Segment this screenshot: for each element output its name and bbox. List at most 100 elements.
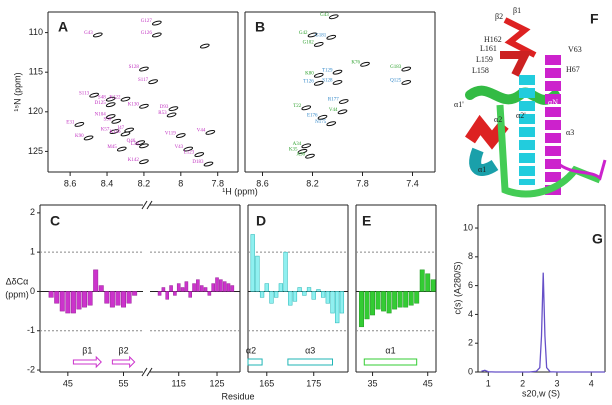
peak-label: G43 [84, 31, 93, 36]
peak [313, 80, 324, 86]
structure-label: α1' [454, 100, 464, 109]
bar [255, 255, 260, 292]
peak [124, 127, 135, 133]
x-tick-label: 7.8 [211, 178, 224, 188]
bar [259, 291, 265, 298]
x-tick-label: 125 [210, 378, 225, 388]
peak [183, 146, 194, 152]
peak-label: G183 [390, 65, 402, 70]
x-tick-label: 55 [119, 378, 129, 388]
x-axis-label: Residue [221, 391, 254, 401]
peak [135, 140, 146, 146]
peak [168, 106, 179, 112]
panel-label: C [50, 213, 60, 229]
peak-label: L123 [184, 151, 195, 156]
peak [328, 14, 339, 20]
distribution-line [481, 272, 605, 373]
bar [121, 291, 126, 308]
ribbon [465, 85, 560, 105]
break-mark [146, 367, 153, 377]
peak [326, 121, 337, 127]
axis-break [141, 200, 153, 377]
strand-arrow [111, 355, 136, 369]
x-tick-label: 35 [368, 378, 378, 388]
peak-label: K90 [75, 134, 84, 139]
bar [54, 291, 60, 304]
bar [297, 287, 302, 292]
peak [301, 105, 312, 111]
structure-label: α3 [566, 128, 574, 137]
peak-label: K116 [110, 130, 121, 135]
bar [87, 291, 93, 306]
bar [316, 289, 321, 292]
peak-label: D125 [95, 101, 107, 106]
peak-label: S128 [129, 65, 140, 70]
peak [194, 152, 205, 158]
peak [332, 80, 343, 85]
bar [320, 291, 326, 298]
bar [203, 287, 208, 292]
bar [408, 291, 414, 306]
ribbon [469, 147, 499, 176]
bar [173, 291, 177, 296]
bar [375, 291, 381, 310]
x-axis-label: s20,w (S) [522, 388, 560, 398]
peak-label: E176 [307, 113, 318, 118]
peak [203, 161, 214, 167]
ribbon [503, 17, 537, 58]
x-tick-label: 115 [172, 378, 186, 388]
y-tick-label: -1 [27, 325, 35, 335]
bar [188, 291, 192, 298]
bar [115, 291, 121, 306]
peak-label: K142 [128, 158, 140, 163]
bar [230, 285, 235, 292]
helix-box [363, 358, 418, 366]
peak-label: K130 [128, 102, 140, 107]
y-tick-label: 120 [28, 106, 43, 116]
y-axis-label: c(s) (A280/S) [452, 261, 462, 314]
bar [104, 291, 110, 304]
peak [307, 32, 318, 38]
structure-label: α2' [516, 111, 526, 120]
peak-label: Q46 [127, 139, 136, 144]
structure-label: H162 [484, 35, 502, 44]
bar [169, 285, 173, 292]
y-tick-label: 0 [30, 286, 35, 296]
peak-label: G181 [315, 33, 327, 38]
peak-label: G127 [141, 19, 153, 24]
peak [139, 103, 149, 109]
peak [83, 135, 94, 141]
x-tick-label: 3 [554, 378, 559, 388]
peak [148, 79, 159, 85]
bar [335, 291, 340, 324]
x-tick-label: 7.4 [406, 178, 419, 188]
peak-label: D93 [160, 105, 169, 110]
peak-label: S128 [322, 79, 333, 84]
peak [120, 96, 131, 102]
bar [430, 279, 436, 292]
bar [283, 251, 288, 292]
peak [401, 80, 412, 85]
bar [311, 291, 316, 300]
bar [76, 291, 82, 310]
x-tick-label: 175 [306, 378, 321, 388]
bar [98, 285, 104, 292]
peak [360, 61, 370, 67]
bar [219, 279, 223, 292]
y-tick-label: 1 [30, 247, 35, 257]
peak [205, 129, 216, 135]
peak [175, 133, 186, 138]
structure-label: αN [548, 98, 558, 107]
y-tick-label: 115 [29, 67, 43, 77]
panel-label: B [255, 19, 265, 35]
peak-label: A34 [293, 142, 302, 147]
bar [364, 291, 370, 320]
break-mark [146, 200, 153, 210]
bar [199, 285, 204, 292]
peak-label: K80 [305, 72, 314, 77]
ss-label: β2 [118, 345, 128, 355]
bar [288, 291, 293, 306]
peak-label: R177 [328, 98, 339, 103]
ribbon [559, 159, 607, 181]
